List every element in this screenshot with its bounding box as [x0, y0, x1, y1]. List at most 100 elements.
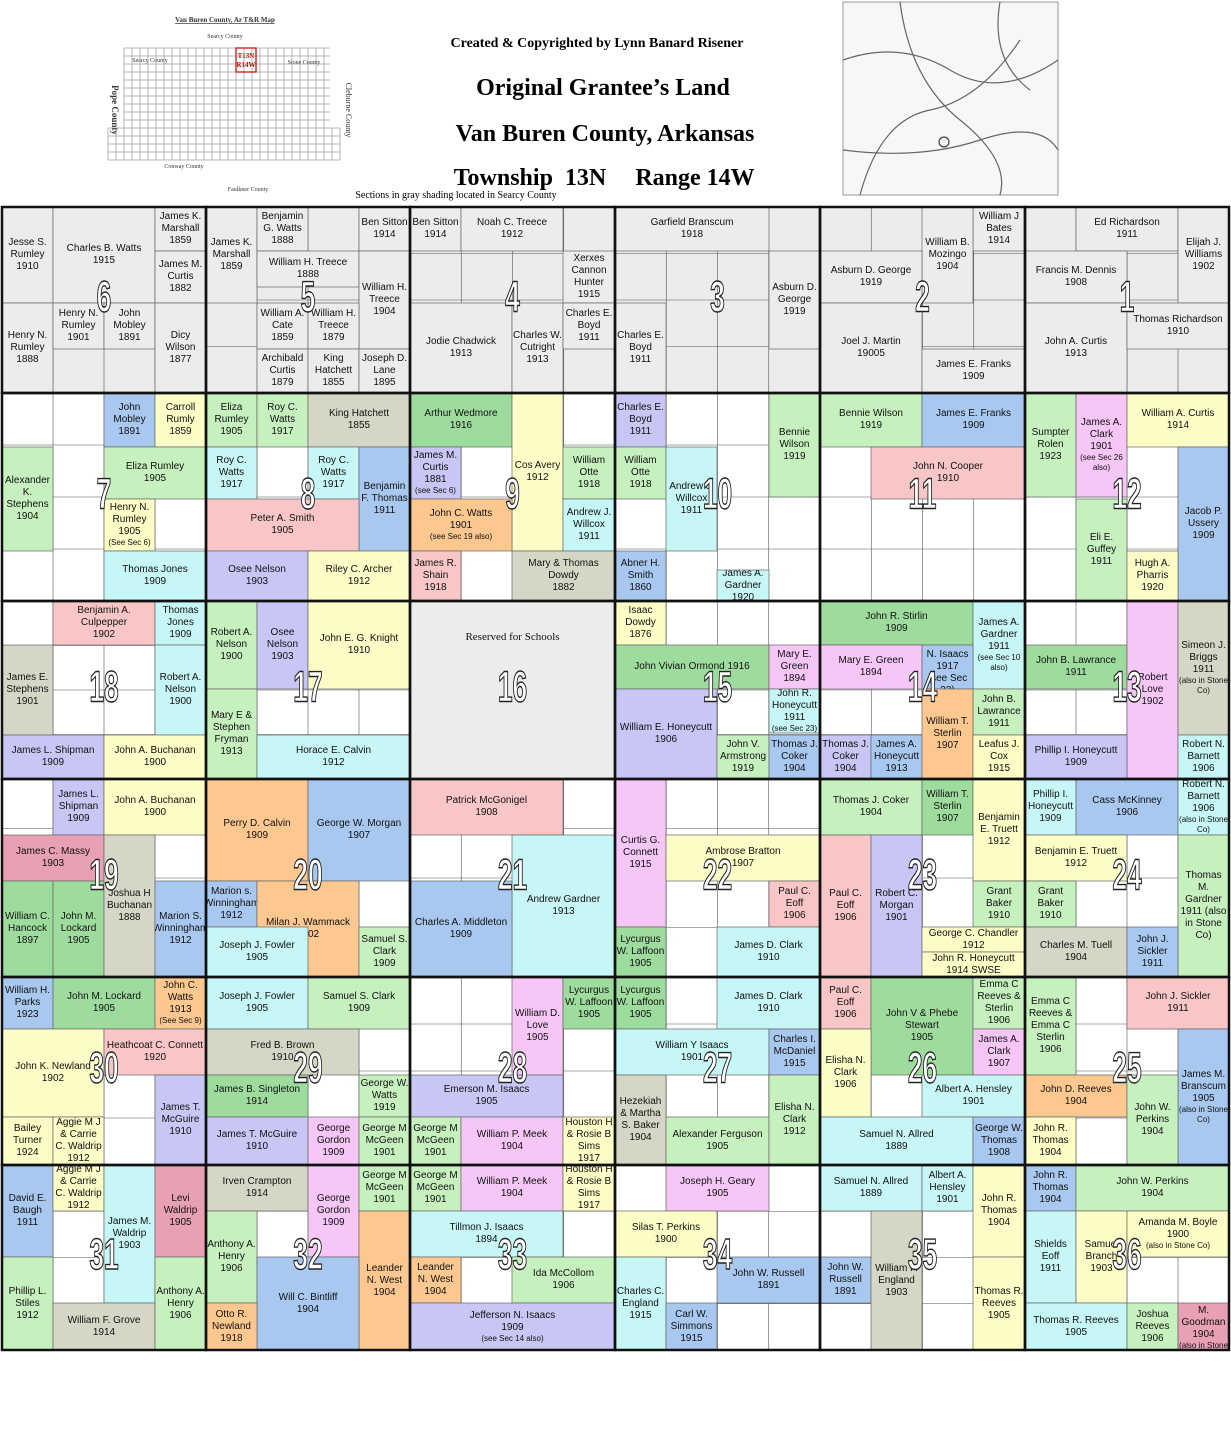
parcel-name: William T. Sterlin — [926, 716, 969, 739]
parcel-name: James M. Curtis — [413, 450, 458, 474]
credit: Created & Copyrighted by Lynn Banard Ris… — [451, 36, 744, 51]
parcel-name: William Otte — [572, 455, 606, 478]
parcel-year: 1904 — [424, 1286, 447, 1297]
parcel-year: 1904 — [783, 763, 806, 774]
parcel-name: Grant Baker — [1037, 886, 1064, 909]
parcel — [819, 734, 872, 780]
parcel-text: Jodie Chadwick 1913 — [410, 303, 512, 393]
parcel-name: Joseph J. Fowler — [219, 991, 295, 1002]
parcel-year: 1911 — [783, 712, 806, 724]
parcel — [307, 1164, 360, 1258]
parcel-text: William H. Treece 1904 — [359, 251, 410, 349]
parcel-year: 1911 — [1090, 556, 1113, 567]
parcel-text: James A. Clark 1907 — [973, 1029, 1025, 1075]
parcel-name: William C. Hancock — [5, 911, 50, 934]
parcel-year: 1915 — [783, 1058, 806, 1069]
parcel — [511, 550, 616, 602]
parcel-label: Jefferson N. Isaacs 1917(see Sec 33) — [922, 645, 973, 689]
parcel — [307, 778, 411, 882]
parcel-name: Thomas Jones — [162, 605, 199, 628]
parcel-text: John R. Thomas 1904 — [1025, 1165, 1076, 1211]
parcel-year: (see Sec 33) — [927, 673, 968, 689]
parcel-year: 19005 — [857, 348, 885, 359]
parcel-text: John N. Cooper 1910 — [871, 447, 1025, 499]
parcel-text: John E. G. Knight 1910 — [308, 601, 410, 689]
parcel-name: Houston H & Rosie B Sims — [565, 1117, 613, 1152]
parcel-name: George M McGeen — [362, 1170, 407, 1193]
parcel-year: 1900 — [220, 651, 243, 662]
parcel-year: 1912 — [169, 935, 192, 946]
parcel-text: Anthony A. Henry 1906 — [155, 1257, 206, 1350]
parcel — [103, 302, 156, 350]
parcel — [1, 644, 54, 736]
parcel-text: John W. Perkins 1904 — [1127, 1075, 1178, 1165]
parcel-name: Andrew Gardner — [526, 894, 601, 905]
parcel-text: John R. Thomas 1904 — [973, 1165, 1025, 1257]
inset-title: Van Buren County, Ar T&R Map — [175, 16, 275, 24]
section-number: 25 — [1112, 1043, 1141, 1093]
parcel — [256, 206, 309, 252]
parcel-name: William H. Parks — [5, 985, 50, 1008]
parcel-year: 1911 — [629, 354, 652, 365]
parcel-year: 1915 — [680, 1332, 703, 1344]
parcel-text: William Y Isaacs 1901 — [615, 1029, 769, 1075]
parcel — [819, 778, 923, 836]
parcel-text: Jesse S. Rumley 1910 — [2, 207, 53, 303]
parcel-text: Benjamin A. Culpepper 1902 — [53, 601, 155, 645]
parcel-name: Charles B. Watts — [66, 243, 142, 254]
parcel-name: John R. Honeycutt — [771, 689, 818, 712]
parcel — [511, 302, 564, 394]
parcel-year: 1916 — [449, 420, 473, 431]
section-number: 28 — [498, 1043, 527, 1093]
section-number: 12 — [1112, 469, 1141, 519]
parcel — [358, 250, 411, 350]
parcel-text: Noah C. Treece 1912 — [461, 207, 563, 251]
parcel-name: George W. Watts — [360, 1078, 409, 1101]
parcel-year: 1917 — [577, 1153, 601, 1164]
parcel-year: 1912 — [16, 1309, 39, 1321]
parcel-text: Simeon J. Briggs 1911 (also in Stone Co) — [1178, 601, 1229, 735]
parcel-name: Joseph H. Geary — [679, 1176, 756, 1187]
parcel-text: George W. Watts 1919 — [359, 1075, 410, 1117]
parcel-year: 1914 — [1166, 420, 1190, 431]
parcel-name: Benjamin E. Truett — [978, 812, 1020, 835]
parcel-year: 1918 — [220, 1332, 243, 1344]
parcel — [409, 1116, 462, 1166]
parcel — [768, 392, 821, 498]
parcel-year: 1912 — [962, 939, 985, 951]
section-number: 31 — [89, 1229, 118, 1279]
parcel — [409, 880, 513, 978]
parcel-text: Joseph D. Lane 1895 — [359, 349, 410, 393]
parcel-year: 1900 — [654, 1234, 678, 1245]
parcel — [511, 1256, 616, 1304]
parcel-text: James T. McGuire 1910 — [206, 1117, 308, 1165]
parcel-name: John C. Watts — [429, 508, 493, 520]
parcel-text: Paul C. Eoff 1906 — [820, 977, 871, 1029]
parcel-text: Alexander K. Stephens 1904 — [2, 447, 53, 551]
parcel-text: Jefferson N. Isaacs 1917(see Sec 33) — [922, 645, 973, 689]
section-number: 32 — [293, 1229, 322, 1279]
parcel-text: Mary E. Green 1894 — [820, 645, 922, 689]
parcel-name: John E. G. Knight — [319, 633, 399, 644]
